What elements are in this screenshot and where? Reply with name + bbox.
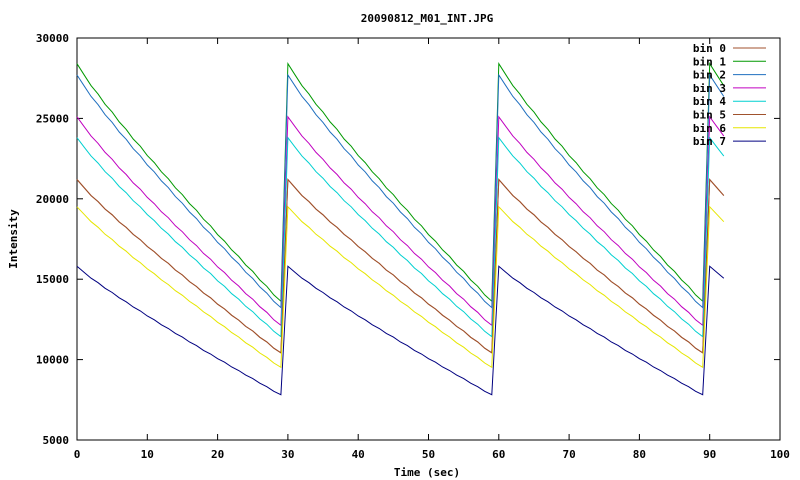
x-tick-label: 90 [703,448,716,461]
legend-label-bin-4: bin 4 [693,95,726,108]
x-tick-label: 60 [492,448,505,461]
x-tick-label: 0 [74,448,81,461]
series-line-bin-2 [76,73,725,309]
x-tick-label: 20 [211,448,224,461]
series-line-bin-4 [76,136,725,338]
y-tick-label: 25000 [36,112,69,125]
x-tick-label: 80 [633,448,646,461]
x-tick-label: 30 [281,448,294,461]
y-tick-label: 5000 [43,434,70,447]
series-line-bin-0 [76,178,725,354]
legend-label-bin-3: bin 3 [693,82,726,95]
legend-label-bin-0: bin 0 [693,42,726,55]
legend-label-bin-5: bin 5 [693,109,726,122]
series-line-bin-5 [76,178,725,354]
x-tick-label: 70 [562,448,575,461]
chart-title: 20090812_M01_INT.JPG [361,12,494,25]
y-tick-label: 20000 [36,193,69,206]
series-line-bin-7 [76,265,725,396]
y-tick-label: 30000 [36,32,69,45]
series-line-bin-3 [76,115,725,327]
legend-label-bin-6: bin 6 [693,122,726,135]
y-tick-label: 10000 [36,354,69,367]
legend-label-bin-1: bin 1 [693,55,726,68]
legend-label-bin-7: bin 7 [693,135,726,148]
legend-label-bin-2: bin 2 [693,69,726,82]
plot-frame [76,37,781,441]
x-axis: 0 10 20 30 40 50 60 70 80 90 100 [74,38,790,461]
x-axis-label: Time (sec) [394,466,460,479]
x-tick-label: 10 [141,448,154,461]
series-line-bin-6 [76,205,725,369]
x-tick-label: 50 [422,448,435,461]
y-axis: 5000 10000 15000 20000 25000 30000 [36,32,780,447]
y-axis-label: Intensity [7,209,20,269]
series-lines [76,62,725,396]
y-tick-label: 15000 [36,273,69,286]
x-tick-label: 40 [352,448,365,461]
series-line-bin-1 [76,62,725,303]
x-tick-label: 100 [770,448,790,461]
